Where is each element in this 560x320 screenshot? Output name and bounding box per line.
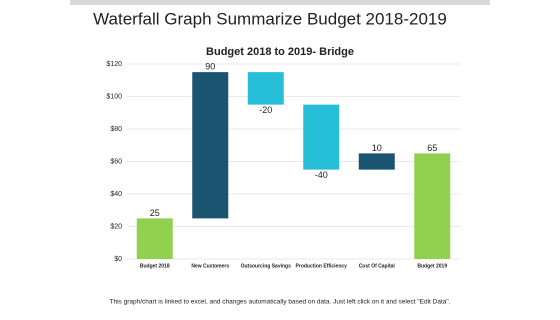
y-tick-label: $0 xyxy=(114,256,122,263)
x-tick-label: Outsourcing Savings xyxy=(241,263,292,269)
y-tick-label: $120 xyxy=(106,61,122,68)
y-tick-label: $60 xyxy=(110,158,122,165)
data-label: 25 xyxy=(150,208,160,218)
x-tick-label: Cost Of Capital xyxy=(359,263,396,269)
x-tick-label: Budget 2019 xyxy=(417,263,447,269)
data-label: -20 xyxy=(259,105,272,115)
page-title: Waterfall Graph Summarize Budget 2018-20… xyxy=(93,9,447,28)
bar xyxy=(192,72,229,219)
bar xyxy=(358,153,395,170)
x-tick-label: Production Efficiency xyxy=(296,263,348,269)
chart-title: Budget 2018 to 2019- Bridge xyxy=(206,46,354,58)
y-tick-label: $100 xyxy=(106,93,122,100)
y-tick-label: $20 xyxy=(110,223,122,230)
bar xyxy=(247,72,284,105)
data-label: 65 xyxy=(427,143,437,153)
bar xyxy=(414,153,451,259)
footnote: This graph/chart is linked to excel, and… xyxy=(110,299,451,306)
top-band xyxy=(70,0,490,5)
x-tick-label: Budget 2018 xyxy=(140,263,170,269)
data-label: 10 xyxy=(372,143,382,153)
y-tick-label: $80 xyxy=(110,126,122,133)
data-label: -40 xyxy=(315,170,328,180)
bar xyxy=(136,218,173,259)
data-label: 90 xyxy=(205,62,215,72)
y-tick-label: $40 xyxy=(110,191,122,198)
bar xyxy=(303,104,340,170)
x-tick-label: New Customers xyxy=(191,263,229,269)
